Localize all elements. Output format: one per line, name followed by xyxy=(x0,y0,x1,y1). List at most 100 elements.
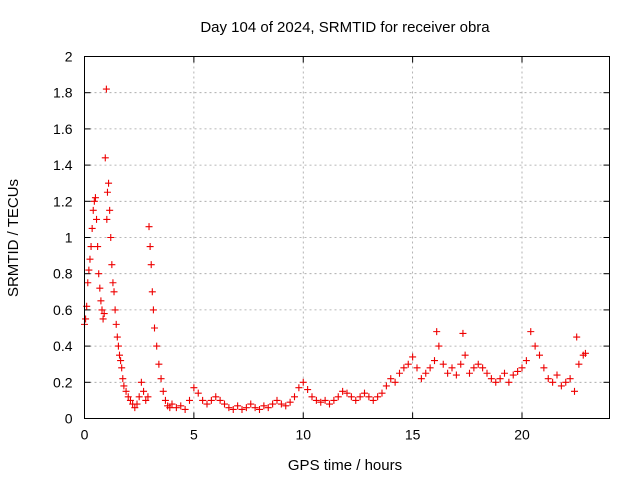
data-point xyxy=(114,342,122,350)
data-point xyxy=(391,378,399,386)
data-point xyxy=(417,375,425,383)
data-point xyxy=(260,402,268,410)
data-point xyxy=(483,369,491,377)
data-point xyxy=(256,405,263,413)
data-point xyxy=(461,351,469,359)
y-tick-label: 0.8 xyxy=(53,266,73,282)
x-tick-label: 5 xyxy=(190,427,198,443)
y-tick-label: 1.6 xyxy=(53,121,73,137)
data-point xyxy=(172,404,180,412)
x-tick-label: 10 xyxy=(295,427,311,443)
data-point xyxy=(112,320,120,328)
data-point xyxy=(84,279,92,287)
data-point xyxy=(101,154,109,162)
data-point xyxy=(247,400,255,408)
data-point xyxy=(225,404,233,412)
data-point xyxy=(105,179,113,187)
data-points xyxy=(81,85,589,413)
data-point xyxy=(433,328,441,336)
data-point xyxy=(142,396,150,404)
data-point xyxy=(126,396,134,404)
plot-frame xyxy=(84,56,610,419)
data-point xyxy=(501,369,508,377)
chart-title: Day 104 of 2024, SRMTID for receiver obr… xyxy=(200,19,490,36)
data-point xyxy=(103,188,111,196)
data-point xyxy=(566,375,574,383)
data-point xyxy=(509,371,517,379)
data-point xyxy=(448,364,456,372)
y-tick-label: 1.4 xyxy=(53,157,73,173)
y-tick-label: 0.4 xyxy=(53,338,73,354)
data-point xyxy=(365,393,373,401)
data-point xyxy=(212,393,220,401)
data-point xyxy=(199,396,207,404)
data-point xyxy=(146,243,154,251)
data-point xyxy=(93,215,101,223)
y-tick-label: 1.8 xyxy=(53,85,73,101)
data-point xyxy=(400,364,408,372)
data-point xyxy=(135,393,143,401)
data-point xyxy=(102,85,110,93)
data-point xyxy=(317,398,325,406)
data-point xyxy=(97,297,105,305)
data-point xyxy=(234,402,242,410)
data-point xyxy=(107,234,115,241)
data-point xyxy=(352,396,360,404)
data-point xyxy=(286,398,294,406)
data-point xyxy=(291,393,298,401)
data-point xyxy=(295,384,303,392)
y-tick-label: 1 xyxy=(65,230,73,246)
data-point xyxy=(282,402,290,410)
y-axis-label: SRMTID / TECUs xyxy=(5,179,22,297)
data-point xyxy=(404,360,412,368)
data-point xyxy=(269,400,277,408)
data-point xyxy=(119,375,127,383)
data-point xyxy=(330,396,338,404)
y-tick-label: 0.6 xyxy=(53,302,73,318)
data-point xyxy=(264,404,272,412)
data-point xyxy=(474,360,482,368)
data-point xyxy=(277,400,285,408)
data-point xyxy=(540,364,548,372)
data-point xyxy=(343,389,351,397)
data-point xyxy=(369,396,377,404)
data-point xyxy=(459,329,467,337)
data-point xyxy=(479,364,487,372)
data-point xyxy=(326,400,333,408)
data-point xyxy=(221,400,228,408)
data-point xyxy=(378,389,386,397)
data-point xyxy=(487,375,495,383)
data-point xyxy=(334,393,342,401)
data-point xyxy=(144,393,152,401)
data-point xyxy=(148,288,156,296)
data-point xyxy=(168,400,176,408)
data-point xyxy=(122,387,130,395)
data-point xyxy=(157,375,165,383)
data-point xyxy=(242,404,250,412)
data-point xyxy=(153,342,161,350)
y-tick-label: 2 xyxy=(65,49,73,65)
data-point xyxy=(137,378,145,386)
data-point xyxy=(147,261,155,269)
data-point xyxy=(573,333,581,341)
data-point xyxy=(106,206,114,214)
data-point xyxy=(339,387,347,395)
data-point xyxy=(575,360,583,368)
data-point xyxy=(99,315,107,323)
data-point xyxy=(387,375,395,383)
data-point xyxy=(435,342,443,350)
data-point xyxy=(557,382,565,390)
data-point xyxy=(94,243,102,251)
data-point xyxy=(308,393,316,401)
y-tick-label: 0.2 xyxy=(53,374,73,390)
data-point xyxy=(452,371,460,379)
data-point xyxy=(426,364,434,372)
data-point xyxy=(140,387,148,395)
y-tick-label: 0 xyxy=(65,411,73,427)
data-point xyxy=(304,386,312,394)
data-point xyxy=(492,378,500,386)
data-point xyxy=(562,378,570,386)
x-tick-label: 15 xyxy=(405,427,421,443)
data-point xyxy=(82,315,90,323)
data-point xyxy=(186,396,193,404)
